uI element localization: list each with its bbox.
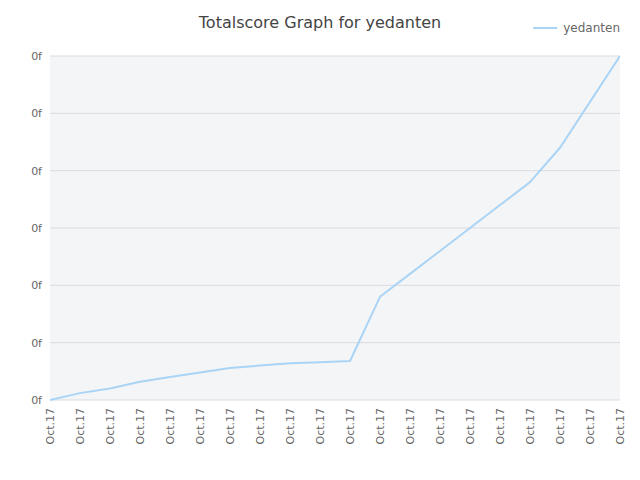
x-tick-label: Oct.17 [614, 408, 627, 445]
x-tick-label: Oct.17 [374, 408, 387, 445]
x-tick-label: Oct.17 [254, 408, 267, 445]
y-tick-label: 0f [31, 50, 43, 63]
x-tick-label: Oct.17 [524, 408, 537, 445]
x-tick-label: Oct.17 [164, 408, 177, 445]
grid-line [50, 285, 620, 286]
x-tick-label: Oct.17 [44, 408, 57, 445]
grid-line [50, 400, 620, 401]
grid-line [50, 228, 620, 229]
x-tick-label: Oct.17 [314, 408, 327, 445]
y-tick-label: 0f [31, 222, 43, 235]
x-tick-label: Oct.17 [134, 408, 147, 445]
x-tick-label: Oct.17 [584, 408, 597, 445]
x-tick-label: Oct.17 [434, 408, 447, 445]
x-tick-label: Oct.17 [464, 408, 477, 445]
chart: 0f0f0f0f0f0f0fOct.17Oct.17Oct.17Oct.17Oc… [0, 0, 640, 480]
x-tick-label: Oct.17 [554, 408, 567, 445]
title: Totalscore Graph for yedanten [198, 13, 441, 32]
series-group [50, 56, 620, 400]
x-tick-label: Oct.17 [494, 408, 507, 445]
grid-line [50, 170, 620, 171]
y-tick-label: 0f [31, 279, 43, 292]
x-tick-label: Oct.17 [284, 408, 297, 445]
y-tick-label: 0f [31, 107, 43, 120]
x-tick-label: Oct.17 [404, 408, 417, 445]
legend-swatch [533, 27, 557, 29]
y-tick-label: 0f [31, 394, 43, 407]
legend-label: yedanten [563, 21, 620, 35]
grid-line [50, 56, 620, 57]
x-tick-label: Oct.17 [194, 408, 207, 445]
y-tick-label: 0f [31, 337, 43, 350]
plot-area [50, 56, 620, 400]
series-line [50, 56, 620, 400]
x-tick-label: Oct.17 [74, 408, 87, 445]
y-grid [50, 56, 620, 400]
y-tick-label: 0f [31, 165, 43, 178]
x-tick-label: Oct.17 [224, 408, 237, 445]
legend: yedanten [533, 21, 620, 35]
grid-line [50, 342, 620, 343]
x-tick-label: Oct.17 [344, 408, 357, 445]
chart-container: 0f0f0f0f0f0f0fOct.17Oct.17Oct.17Oct.17Oc… [0, 0, 640, 480]
x-tick-label: Oct.17 [104, 408, 117, 445]
grid-line [50, 113, 620, 114]
